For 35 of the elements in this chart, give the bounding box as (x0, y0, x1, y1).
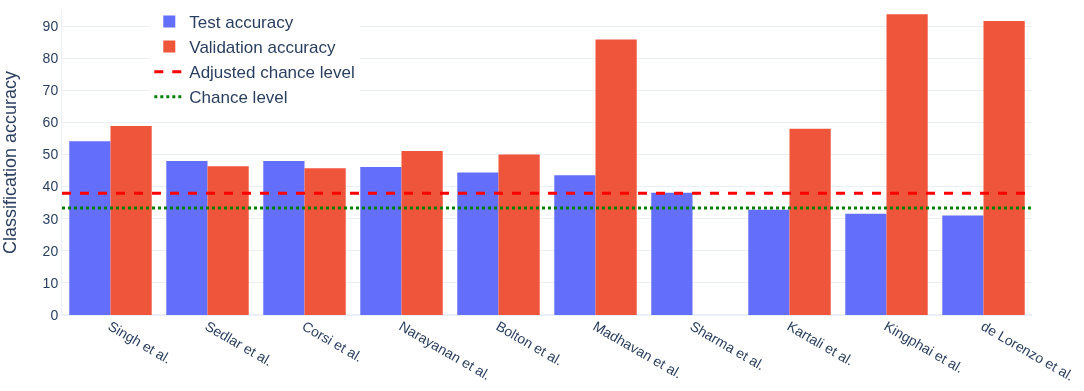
bar (845, 213, 887, 315)
legend-label: Test accuracy (189, 13, 294, 33)
y-tick-label: 60 (42, 114, 59, 131)
y-tick-label: 10 (42, 274, 59, 291)
legend-label: Chance level (189, 88, 288, 108)
bar (651, 192, 693, 315)
bar (983, 20, 1025, 315)
bar (554, 175, 596, 315)
legend-label: Validation accuracy (189, 38, 336, 58)
y-axis-title: Classification accuracy (0, 70, 20, 255)
bar (498, 154, 540, 315)
y-tick-label: 50 (42, 146, 59, 163)
bar (360, 166, 402, 315)
bar (207, 166, 249, 315)
y-tick-label: 20 (42, 242, 59, 259)
bar (748, 209, 790, 315)
y-tick-label: 30 (42, 210, 59, 227)
bar (942, 215, 984, 315)
bar (457, 172, 499, 315)
bar (886, 14, 928, 315)
bar (789, 128, 831, 315)
bar (304, 168, 346, 315)
bar (110, 125, 152, 315)
legend-label: Adjusted chance level (189, 63, 355, 83)
y-tick-label: 40 (42, 178, 59, 195)
bar (401, 150, 443, 315)
y-tick-label: 70 (42, 82, 59, 99)
x-tick-label: Corsi et al. (299, 317, 366, 366)
bar (69, 141, 111, 315)
y-tick-label: 90 (42, 17, 59, 34)
bar (166, 160, 208, 315)
y-tick-label: 80 (42, 50, 59, 67)
bar (263, 160, 305, 315)
y-tick-label: 0 (50, 306, 59, 323)
bar (595, 39, 637, 315)
